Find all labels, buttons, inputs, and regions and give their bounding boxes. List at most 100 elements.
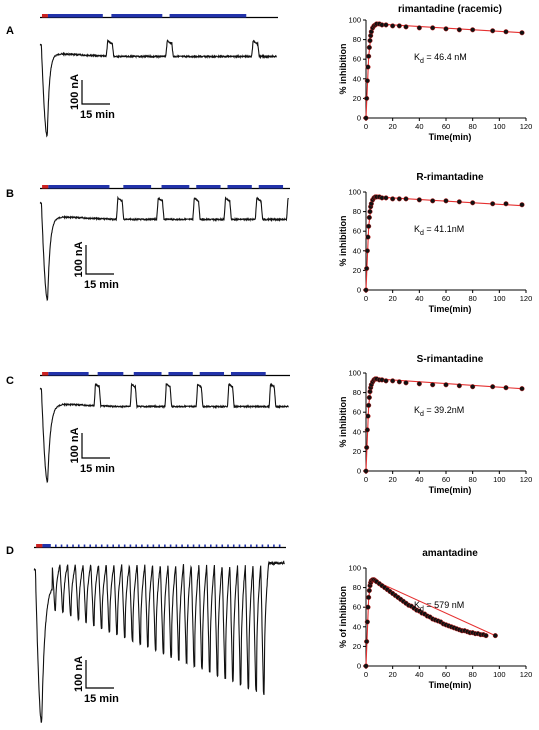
wash-bar xyxy=(123,185,152,189)
scale-bar xyxy=(85,245,114,275)
wash-tick xyxy=(72,544,74,547)
y-axis-label: % inhibition xyxy=(338,44,348,95)
x-tick-label: 60 xyxy=(442,670,450,679)
x-tick-label: 60 xyxy=(442,122,450,131)
wash-tick xyxy=(100,544,103,547)
data-point xyxy=(364,265,370,271)
y-tick-label: 0 xyxy=(357,114,361,123)
x-axis-label: Time(min) xyxy=(429,132,472,142)
data-point xyxy=(416,197,422,203)
wash-tick xyxy=(232,544,235,547)
wash-tick xyxy=(129,544,132,547)
wash-tick xyxy=(244,544,247,547)
wash-bar xyxy=(168,372,193,376)
scale-bar xyxy=(85,660,114,689)
y-tick-label: 100 xyxy=(348,16,361,25)
kd-symbol: K xyxy=(414,600,420,610)
wash-tick xyxy=(181,544,183,547)
data-point xyxy=(366,594,372,600)
x-tick-label: 20 xyxy=(388,294,396,303)
wash-tick xyxy=(192,544,195,547)
wash-bar xyxy=(47,14,103,18)
wash-tick xyxy=(60,544,63,547)
data-point xyxy=(366,394,372,401)
data-point xyxy=(364,427,370,433)
current-trace xyxy=(39,39,277,138)
x-tick-label: 40 xyxy=(415,122,423,131)
wash-tick xyxy=(273,544,275,547)
data-point xyxy=(470,384,476,390)
data-point xyxy=(366,214,372,221)
data-point xyxy=(383,378,389,384)
data-point xyxy=(443,198,449,204)
x-tick-label: 80 xyxy=(468,122,476,131)
data-point xyxy=(366,44,372,50)
data-point xyxy=(519,202,525,208)
data-point xyxy=(390,23,396,29)
data-point xyxy=(365,413,371,419)
data-point xyxy=(503,29,509,35)
data-point xyxy=(366,53,372,59)
chart-title: R-rimantadine xyxy=(416,172,484,183)
wash-tick xyxy=(204,544,206,547)
data-point xyxy=(363,468,369,474)
x-axis-label: Time(min) xyxy=(429,304,472,314)
wash-tick xyxy=(227,544,229,547)
data-point xyxy=(363,287,369,293)
wash-tick xyxy=(152,544,155,547)
wash-tick xyxy=(112,544,114,547)
y-tick-label: 60 xyxy=(353,408,361,417)
wash-tick xyxy=(118,544,120,547)
data-point xyxy=(470,200,476,206)
y-tick-label: 80 xyxy=(353,207,361,216)
kd-annotation: Kd = 39.2nM xyxy=(414,405,464,418)
wash-tick xyxy=(55,544,57,547)
x-axis-label: Time(min) xyxy=(429,485,472,495)
scale-bar xyxy=(81,433,110,459)
data-point xyxy=(416,25,422,31)
y-tick-label: 60 xyxy=(353,603,361,612)
scale-current-label: 100 nA xyxy=(69,74,81,110)
y-tick-label: 40 xyxy=(353,74,361,83)
x-tick-label: 120 xyxy=(520,475,533,484)
y-tick-label: 100 xyxy=(348,369,361,378)
wash-bar xyxy=(133,372,162,376)
data-point xyxy=(470,27,476,33)
y-tick-label: 40 xyxy=(353,427,361,436)
wash-tick xyxy=(169,544,172,547)
panel-letter: D xyxy=(6,545,14,557)
scale-time-label: 15 min xyxy=(84,279,119,291)
wash-bar xyxy=(48,185,110,189)
data-point xyxy=(430,382,436,388)
scale-current-label: 100 nA xyxy=(73,241,85,277)
wash-tick xyxy=(187,544,189,547)
data-point xyxy=(416,381,422,387)
wash-tick xyxy=(250,544,252,547)
kd-symbol: K xyxy=(414,52,420,62)
wash-tick xyxy=(106,544,109,547)
data-point xyxy=(396,23,402,29)
data-point xyxy=(519,386,525,392)
y-axis-label: % of inhibition xyxy=(338,586,348,648)
data-point xyxy=(366,402,372,408)
wash-tick xyxy=(141,544,143,547)
data-point xyxy=(364,444,370,451)
kd-value: = 39.2nM xyxy=(424,405,464,415)
x-tick-label: 0 xyxy=(364,122,368,131)
wash-bar xyxy=(48,372,89,376)
y-tick-label: 60 xyxy=(353,55,361,64)
current-trace xyxy=(33,560,285,723)
chart-title: amantadine xyxy=(422,548,478,559)
y-tick-label: 60 xyxy=(353,227,361,236)
kd-annotation: Kd = 579 nM xyxy=(414,600,464,613)
data-point xyxy=(430,25,436,31)
wash-tick xyxy=(261,544,264,547)
data-point xyxy=(403,24,409,30)
x-tick-label: 20 xyxy=(388,670,396,679)
scale-time-label: 15 min xyxy=(80,463,115,475)
wash-tick xyxy=(66,544,69,547)
x-tick-label: 100 xyxy=(493,475,506,484)
data-point xyxy=(390,196,396,202)
wash-tick xyxy=(158,544,160,547)
